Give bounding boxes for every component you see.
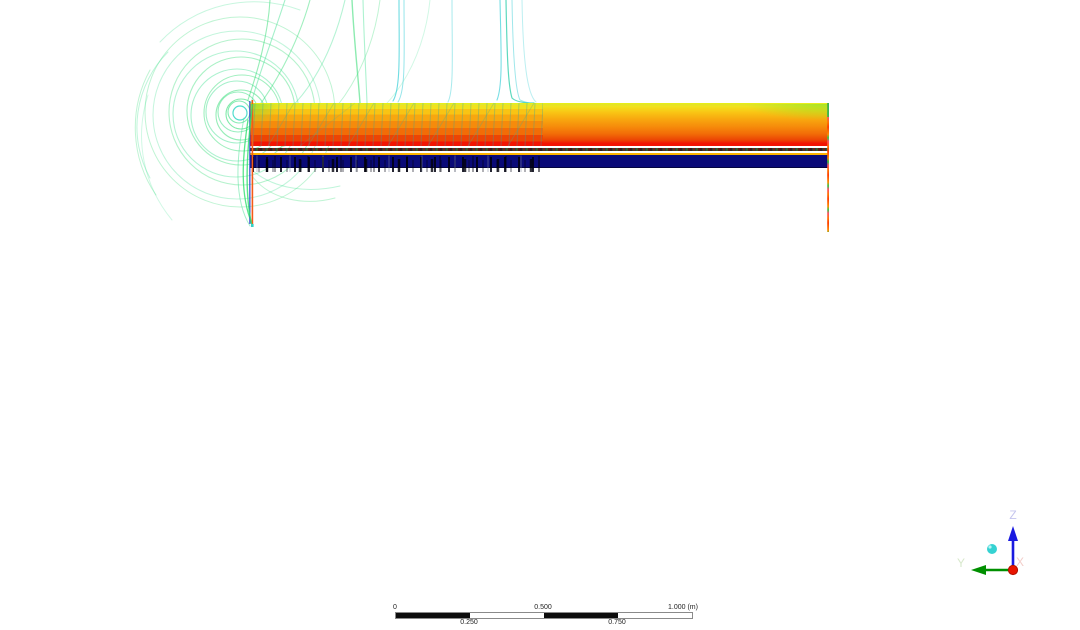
marker-sphere-highlight xyxy=(988,545,992,549)
axis-z-label: Z xyxy=(1009,508,1016,522)
thin-orange-line xyxy=(250,153,828,155)
axis-z-arrowhead xyxy=(1008,526,1018,541)
ruler-label-quarter: 0.250 xyxy=(460,619,478,626)
axis-x-label: X xyxy=(1016,555,1024,569)
axis-triad: Z Y X xyxy=(957,508,1024,576)
ruler-label-full: 1.000 (m) xyxy=(668,604,698,611)
ruler-segment-3 xyxy=(544,613,618,618)
inlet-edge-tip xyxy=(251,224,254,227)
contour-corner-tint-right xyxy=(745,103,828,120)
scale-ruler: 0 0.500 1.000 (m) 0.250 0.750 xyxy=(393,603,698,627)
ruler-label-0: 0 xyxy=(393,604,397,611)
marker-sphere xyxy=(987,544,997,554)
ruler-segment-1 xyxy=(396,613,470,618)
contour-slab-banded-half xyxy=(250,103,543,146)
interface-speckle-line xyxy=(250,147,828,151)
ruler-bar xyxy=(395,612,693,619)
vector-slab xyxy=(250,155,828,169)
axis-origin-dot xyxy=(1007,564,1019,576)
ruler-label-three-quarter: 0.750 xyxy=(608,619,626,626)
axis-y-label: Y xyxy=(957,556,965,570)
contour-corner-tint-left xyxy=(250,103,278,125)
ruler-label-half: 0.500 xyxy=(534,604,552,611)
axis-y-arrowhead xyxy=(971,565,986,575)
ruler-segment-4 xyxy=(618,613,692,618)
contour-top-edge xyxy=(250,102,828,104)
ruler-segment-2 xyxy=(470,613,544,618)
